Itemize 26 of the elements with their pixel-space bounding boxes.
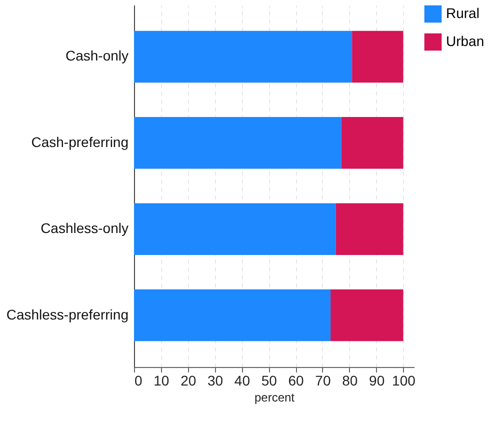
y-tick-label: Cash-preferring <box>31 134 128 150</box>
legend-label: Rural <box>446 5 480 21</box>
x-tick-label: 10 <box>154 372 170 388</box>
bar <box>134 289 331 342</box>
y-tick-label: Cashless-preferring <box>6 306 128 322</box>
x-axis-title: percent <box>254 390 296 404</box>
x-tick-label: 40 <box>234 372 250 388</box>
bar <box>341 117 404 169</box>
x-tick-label: 50 <box>261 372 278 388</box>
y-tick-label: Cash-only <box>65 48 128 64</box>
bar <box>336 203 404 255</box>
x-tick-label: 30 <box>207 372 224 388</box>
bar <box>134 203 336 255</box>
y-tick-label: Cashless-only <box>40 220 128 236</box>
x-tick-label: 100 <box>392 372 416 388</box>
bar <box>134 117 342 169</box>
bar <box>330 289 404 342</box>
legend-label: Urban <box>446 33 484 49</box>
x-tick-label: 80 <box>342 372 358 388</box>
bar <box>352 30 404 83</box>
x-tick-label: 0 <box>134 372 142 388</box>
x-tick-label: 60 <box>288 372 304 388</box>
x-tick-label: 70 <box>315 372 331 388</box>
x-tick-label: 20 <box>180 372 196 388</box>
bar <box>134 30 352 83</box>
x-tick-label: 90 <box>369 372 385 388</box>
